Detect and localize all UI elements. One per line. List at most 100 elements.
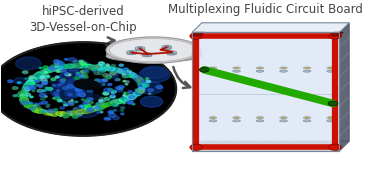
Circle shape [137, 90, 143, 92]
Polygon shape [331, 32, 343, 36]
Ellipse shape [328, 67, 333, 69]
Circle shape [123, 80, 125, 82]
Circle shape [65, 73, 69, 75]
Circle shape [123, 71, 130, 74]
Circle shape [112, 103, 118, 106]
Circle shape [81, 110, 87, 113]
Circle shape [51, 111, 59, 116]
Circle shape [132, 75, 137, 78]
Circle shape [328, 101, 338, 106]
Ellipse shape [209, 120, 217, 122]
Ellipse shape [256, 67, 264, 69]
Circle shape [26, 81, 34, 85]
Circle shape [22, 94, 26, 96]
Circle shape [137, 80, 141, 82]
Circle shape [20, 101, 28, 105]
Circle shape [42, 110, 46, 112]
Circle shape [57, 61, 62, 64]
Circle shape [190, 144, 203, 150]
Ellipse shape [106, 37, 201, 63]
Circle shape [25, 86, 29, 88]
Ellipse shape [233, 120, 240, 122]
Ellipse shape [233, 117, 240, 119]
Circle shape [92, 68, 96, 71]
Circle shape [84, 65, 87, 67]
Circle shape [140, 87, 144, 88]
Circle shape [122, 71, 129, 74]
Circle shape [59, 65, 77, 74]
Circle shape [52, 85, 56, 86]
Ellipse shape [256, 70, 264, 72]
Circle shape [119, 98, 127, 102]
Circle shape [21, 91, 28, 94]
Circle shape [53, 92, 59, 95]
Circle shape [64, 113, 68, 115]
Circle shape [32, 108, 37, 110]
Circle shape [123, 102, 125, 104]
Circle shape [55, 76, 59, 78]
Circle shape [68, 102, 74, 105]
Circle shape [25, 104, 29, 106]
Circle shape [108, 67, 114, 70]
Circle shape [31, 77, 37, 81]
Circle shape [57, 113, 61, 115]
Circle shape [109, 67, 118, 72]
Circle shape [23, 102, 29, 105]
Circle shape [88, 101, 93, 104]
Circle shape [29, 102, 33, 104]
Circle shape [24, 85, 32, 88]
Circle shape [83, 86, 89, 88]
Circle shape [81, 73, 87, 76]
Circle shape [111, 90, 116, 93]
Ellipse shape [233, 67, 240, 69]
Circle shape [31, 77, 37, 80]
Circle shape [115, 87, 119, 89]
Circle shape [69, 64, 76, 68]
Circle shape [72, 59, 88, 67]
Circle shape [35, 109, 44, 113]
Circle shape [112, 92, 114, 93]
Circle shape [75, 87, 80, 90]
Circle shape [112, 100, 119, 104]
Circle shape [125, 98, 129, 100]
Circle shape [86, 98, 91, 101]
Circle shape [105, 66, 113, 70]
Circle shape [99, 100, 105, 103]
Ellipse shape [303, 117, 311, 119]
Circle shape [101, 66, 110, 70]
Circle shape [140, 83, 144, 85]
Circle shape [88, 108, 93, 111]
Circle shape [81, 70, 85, 73]
Circle shape [114, 110, 116, 111]
Circle shape [110, 102, 114, 104]
Circle shape [101, 79, 105, 81]
Circle shape [22, 96, 26, 98]
Ellipse shape [280, 67, 287, 69]
Circle shape [98, 65, 106, 69]
Circle shape [98, 104, 106, 109]
Circle shape [129, 73, 137, 77]
Circle shape [33, 75, 40, 78]
Circle shape [51, 78, 56, 80]
Circle shape [23, 87, 30, 91]
Circle shape [50, 75, 78, 89]
Circle shape [95, 107, 100, 110]
Circle shape [82, 92, 85, 94]
Circle shape [32, 90, 35, 92]
Circle shape [139, 88, 144, 90]
Circle shape [102, 79, 107, 82]
Circle shape [81, 64, 88, 68]
Circle shape [108, 83, 112, 86]
Circle shape [67, 66, 70, 67]
Circle shape [129, 96, 132, 98]
Circle shape [36, 73, 43, 77]
Polygon shape [339, 23, 349, 151]
Circle shape [29, 77, 33, 79]
Circle shape [79, 93, 85, 97]
Circle shape [31, 76, 40, 80]
Circle shape [61, 79, 66, 81]
Circle shape [124, 68, 129, 70]
Ellipse shape [256, 117, 264, 119]
Circle shape [43, 111, 53, 115]
Circle shape [34, 76, 38, 78]
